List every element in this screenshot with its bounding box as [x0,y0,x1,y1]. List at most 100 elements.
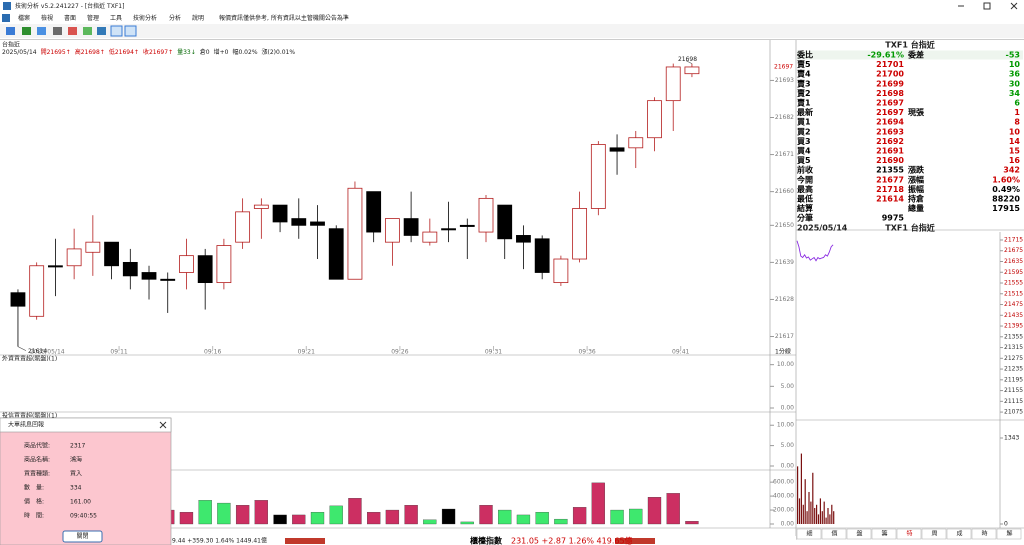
tab[interactable] [896,528,922,540]
tab-label[interactable]: 成 [956,530,962,538]
y-tick-label: 21315 [1004,344,1023,351]
low-label: 21614 [28,348,47,355]
popup-close[interactable] [159,421,167,429]
tab[interactable] [996,528,1022,540]
popup-label: 商品名稱: [24,456,50,464]
volume-bar [254,500,268,525]
tool-icon[interactable] [97,27,106,35]
tab-label[interactable]: 細 [806,530,812,538]
info-item: 倉0 [200,48,210,56]
tool-icon[interactable] [110,25,123,37]
volume-bar [273,514,287,525]
tab[interactable] [821,528,847,540]
y-tick-label: 0.00 [781,463,795,470]
y-tick-label: 21660 [775,188,794,195]
tab-label[interactable]: 解 [1006,530,1012,538]
y-tick-label: 5.00 [781,442,795,449]
button-label[interactable]: 關閉 [76,533,88,540]
volume-bar [423,519,437,525]
tab[interactable] [971,528,997,540]
tab-label[interactable]: 特 [906,530,912,538]
high-label: 21698 [678,56,697,63]
candle-body [85,241,101,253]
info-item: 2025/05/14 [2,49,37,56]
tab-label[interactable]: 周 [931,531,937,538]
window-title: 技術分析 v5.2.241227 - [台指近 TXF1] [15,2,124,10]
menu-item[interactable]: 管理 [87,14,99,22]
tool-icon[interactable] [6,27,15,35]
candle-body [572,208,588,260]
candle-body [516,235,531,243]
volume-bar [460,521,474,525]
info-item: 低21694↑ [109,48,139,56]
quote-value: 21718 [876,185,904,194]
menu-item[interactable]: 工具 [110,15,122,22]
tab-label[interactable]: 價 [831,530,837,538]
menu-item[interactable]: 檢視 [41,14,53,22]
menu-item[interactable]: 分析 [169,14,181,22]
y-tick-label: 21682 [775,114,794,121]
y-tick-label: 0 [1004,521,1008,528]
mini-volume-bar [812,472,814,524]
candle-body [590,144,606,209]
tab-label[interactable]: 時 [981,530,987,538]
close-button[interactable] [62,530,103,543]
tab[interactable] [846,528,872,540]
tab-label[interactable]: 籌 [881,530,887,538]
quote-value: 10 [1009,60,1021,69]
candle-body [235,211,251,243]
tool-icon[interactable] [37,27,46,35]
x-tick-label: 09:11 [110,349,127,356]
menu-item[interactable]: 技術分析 [133,14,157,22]
tab[interactable] [796,528,822,540]
volume-bar [479,505,493,525]
app-icon [3,2,11,10]
mini-volume-bar [825,517,827,524]
maximize-button[interactable] [983,2,991,10]
quote-header: TXF1 台指近 [885,40,935,50]
candle-body [497,204,513,240]
tab[interactable] [921,528,947,540]
tool-icon[interactable] [68,27,77,35]
menu-item[interactable]: 書面 [64,14,76,22]
quote-value: 30 [1009,79,1021,88]
candle-body [122,261,138,277]
tab[interactable] [946,528,972,540]
candle-body [347,187,363,280]
mini-volume-bar [800,453,802,524]
candle-body [197,255,213,284]
quote-value: 21690 [876,156,904,165]
y-tick-label: 21115 [1004,398,1023,405]
mini-volume-bar [810,501,812,524]
quote-label: 現張 [908,108,925,117]
menu-item[interactable]: 說明 [192,14,204,22]
popup-bg [0,417,172,545]
y-tick-label: 21715 [1004,236,1023,243]
quote-value: 21677 [876,175,904,184]
quote-footer-date: 2025/05/14 [797,224,848,233]
y-tick-label: 21355 [1004,333,1023,340]
quote-label: 分筆 [796,213,813,223]
volume-bar [498,509,512,525]
quote-value: 21700 [876,70,904,79]
tab-label[interactable]: 盤 [856,530,862,538]
period-label: 1分線 [775,348,791,356]
volume-bar [235,505,250,525]
tool-icon[interactable] [124,25,137,37]
tab[interactable] [871,528,897,540]
x-date-label: 2025/05/14 [30,349,65,356]
y-tick-label: 0.00 [781,521,795,528]
y-tick-label: 10.00 [777,422,794,429]
mini-volume-bar [831,504,833,524]
tool-icon[interactable] [83,27,92,35]
volume-bar [198,500,212,525]
info-item: 漲(2)0.01% [262,48,296,56]
mini-volume-bar [798,498,801,524]
candle-body [253,204,269,209]
menu-item[interactable]: 檔案 [18,14,30,22]
y-tick-label: 21628 [775,296,794,303]
tool-icon[interactable] [53,27,62,35]
tool-icon[interactable] [22,27,31,35]
close-button[interactable] [1010,2,1018,10]
